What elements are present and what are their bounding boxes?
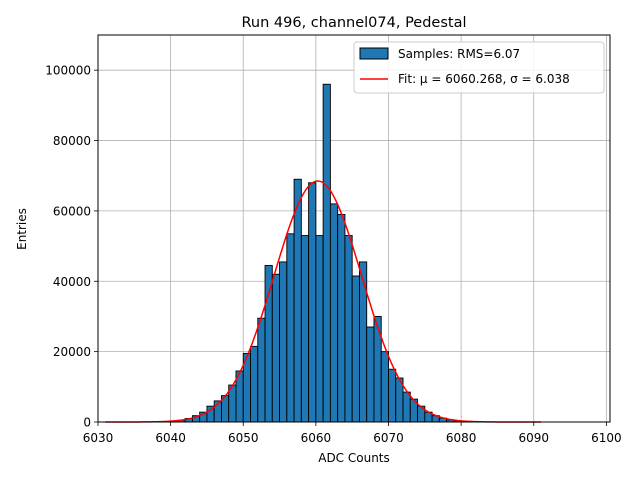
y-tick-label: 60000 [53,204,91,218]
gaussian-fit-line [105,180,542,423]
histogram-bar [344,235,353,423]
legend-swatch-histogram [359,47,389,60]
legend-box [353,41,605,94]
x-axis-label: ADC Counts [318,451,390,465]
histogram-bar [293,178,302,423]
y-tick-label: 20000 [53,345,91,359]
y-axis-label: Entries [15,208,29,250]
plot-frame [97,34,611,423]
x-tick-label: 6040 [155,431,186,445]
x-tick-label: 6070 [373,431,404,445]
histogram-bar [300,235,310,423]
y-tick-label: 40000 [53,275,91,289]
histogram-bar [380,351,389,423]
legend-label-fit: Fit: μ = 6060.268, σ = 6.038 [398,72,570,86]
legend-label-histogram: Samples: RMS=6.07 [398,47,520,61]
histogram-bar [329,203,339,423]
y-tick-label: 100000 [45,64,91,78]
chart-title: Run 496, channel074, Pedestal [241,15,466,31]
histogram-bar [402,391,411,423]
histogram-bar [351,275,360,423]
x-tick-label: 6030 [83,431,114,445]
histogram-bar [271,273,281,423]
y-tick-label: 0 [83,416,91,430]
histogram-bar [337,213,346,423]
histogram-bar [366,326,375,423]
histogram-bar [315,235,324,423]
x-tick-label: 6050 [228,431,259,445]
y-axis-ticks: 0 20000 40000 60000 80000 100000 [45,64,98,430]
x-axis-ticks: 6030 6040 6050 6060 6070 6080 6090 6100 [83,422,622,445]
histogram-bar [250,345,259,423]
histogram-bar [257,317,266,423]
legend: Samples: RMS=6.07 Fit: μ = 6060.268, σ =… [353,41,605,94]
histogram-bar [358,261,368,423]
histogram-bar [264,264,273,423]
histogram-bar [308,182,317,423]
histogram-bar [322,83,331,423]
histogram-bar [388,368,397,423]
x-tick-label: 6090 [518,431,549,445]
histogram-bar [279,261,288,423]
histogram-bar [286,233,295,423]
x-tick-label: 6080 [446,431,477,445]
x-tick-label: 6100 [591,431,622,445]
y-tick-label: 80000 [53,134,91,148]
histogram-bars [170,83,477,423]
x-tick-label: 6060 [301,431,332,445]
